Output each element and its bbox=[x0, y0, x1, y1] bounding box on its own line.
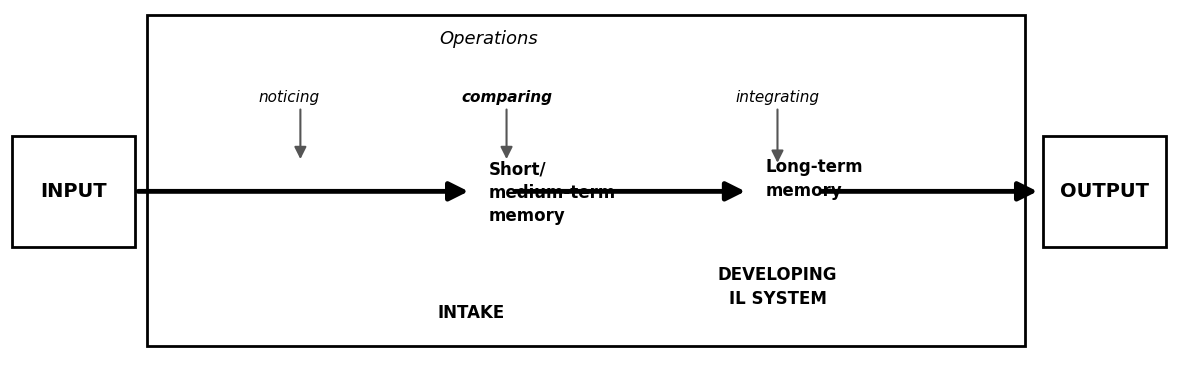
Text: INPUT: INPUT bbox=[40, 182, 107, 201]
Text: DEVELOPING
IL SYSTEM: DEVELOPING IL SYSTEM bbox=[717, 266, 838, 308]
Text: INTAKE: INTAKE bbox=[437, 304, 505, 322]
Text: Short/
medium-term
memory: Short/ medium-term memory bbox=[489, 160, 616, 225]
Bar bbox=[12, 136, 135, 247]
Text: OUTPUT: OUTPUT bbox=[1060, 182, 1149, 201]
Text: noticing: noticing bbox=[258, 90, 319, 105]
Bar bbox=[147, 15, 1025, 346]
Text: comparing: comparing bbox=[461, 90, 552, 105]
Text: integrating: integrating bbox=[735, 90, 820, 105]
Text: Long-term
memory: Long-term memory bbox=[766, 158, 863, 200]
Text: Operations: Operations bbox=[439, 30, 538, 47]
Bar bbox=[1043, 136, 1166, 247]
